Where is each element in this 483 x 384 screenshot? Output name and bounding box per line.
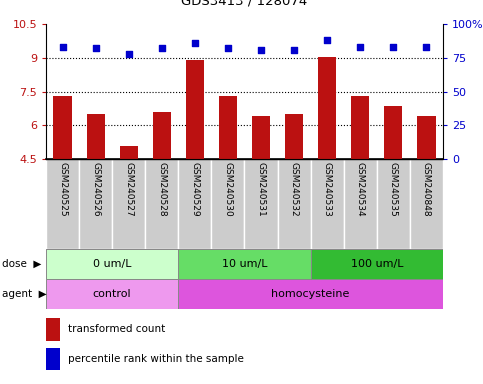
Bar	[46, 318, 60, 341]
Text: GDS3413 / 128074: GDS3413 / 128074	[182, 0, 308, 8]
Text: GSM240533: GSM240533	[323, 162, 332, 217]
Text: GSM240525: GSM240525	[58, 162, 67, 216]
Bar	[377, 159, 410, 249]
Text: 10 um/L: 10 um/L	[222, 259, 267, 269]
Text: GSM240529: GSM240529	[190, 162, 199, 216]
Bar	[285, 114, 303, 159]
Text: 0 um/L: 0 um/L	[93, 259, 131, 269]
Text: control: control	[93, 289, 131, 299]
Point	[423, 44, 430, 50]
Point	[224, 45, 232, 51]
Point	[356, 44, 364, 50]
Point	[191, 40, 199, 46]
Text: agent  ▶: agent ▶	[2, 289, 47, 299]
Bar	[79, 159, 112, 249]
Bar	[46, 249, 178, 279]
Bar	[252, 116, 270, 159]
Point	[389, 44, 397, 50]
Bar	[112, 159, 145, 249]
Bar	[86, 114, 105, 159]
Bar	[219, 96, 237, 159]
Bar	[410, 159, 443, 249]
Point	[158, 45, 166, 51]
Bar	[278, 159, 311, 249]
Bar	[344, 159, 377, 249]
Point	[125, 51, 132, 57]
Text: GSM240848: GSM240848	[422, 162, 431, 216]
Bar	[244, 159, 278, 249]
Text: transformed count: transformed count	[68, 324, 165, 334]
Bar	[318, 56, 336, 159]
Text: GSM240527: GSM240527	[124, 162, 133, 216]
Text: dose  ▶: dose ▶	[2, 259, 42, 269]
Text: GSM240532: GSM240532	[290, 162, 298, 216]
Text: GSM240528: GSM240528	[157, 162, 166, 216]
Point	[58, 44, 66, 50]
Bar	[186, 60, 204, 159]
Point	[92, 45, 99, 51]
Bar	[417, 116, 436, 159]
Text: GSM240530: GSM240530	[224, 162, 232, 217]
Bar	[145, 159, 178, 249]
Bar	[311, 249, 443, 279]
Bar	[384, 106, 402, 159]
Bar	[178, 159, 212, 249]
Bar	[178, 279, 443, 309]
Bar	[46, 159, 79, 249]
Point	[290, 46, 298, 53]
Bar	[54, 96, 71, 159]
Bar	[351, 96, 369, 159]
Bar	[120, 146, 138, 159]
Text: percentile rank within the sample: percentile rank within the sample	[68, 354, 244, 364]
Text: homocysteine: homocysteine	[271, 289, 350, 299]
Bar	[311, 159, 344, 249]
Point	[257, 46, 265, 53]
Bar	[178, 249, 311, 279]
Text: GSM240534: GSM240534	[356, 162, 365, 216]
Text: 100 um/L: 100 um/L	[351, 259, 403, 269]
Text: GSM240535: GSM240535	[389, 162, 398, 217]
Text: GSM240531: GSM240531	[256, 162, 266, 217]
Bar	[46, 279, 178, 309]
Bar	[212, 159, 244, 249]
Text: GSM240526: GSM240526	[91, 162, 100, 216]
Bar	[153, 112, 171, 159]
Bar	[46, 348, 60, 370]
Point	[323, 37, 331, 43]
